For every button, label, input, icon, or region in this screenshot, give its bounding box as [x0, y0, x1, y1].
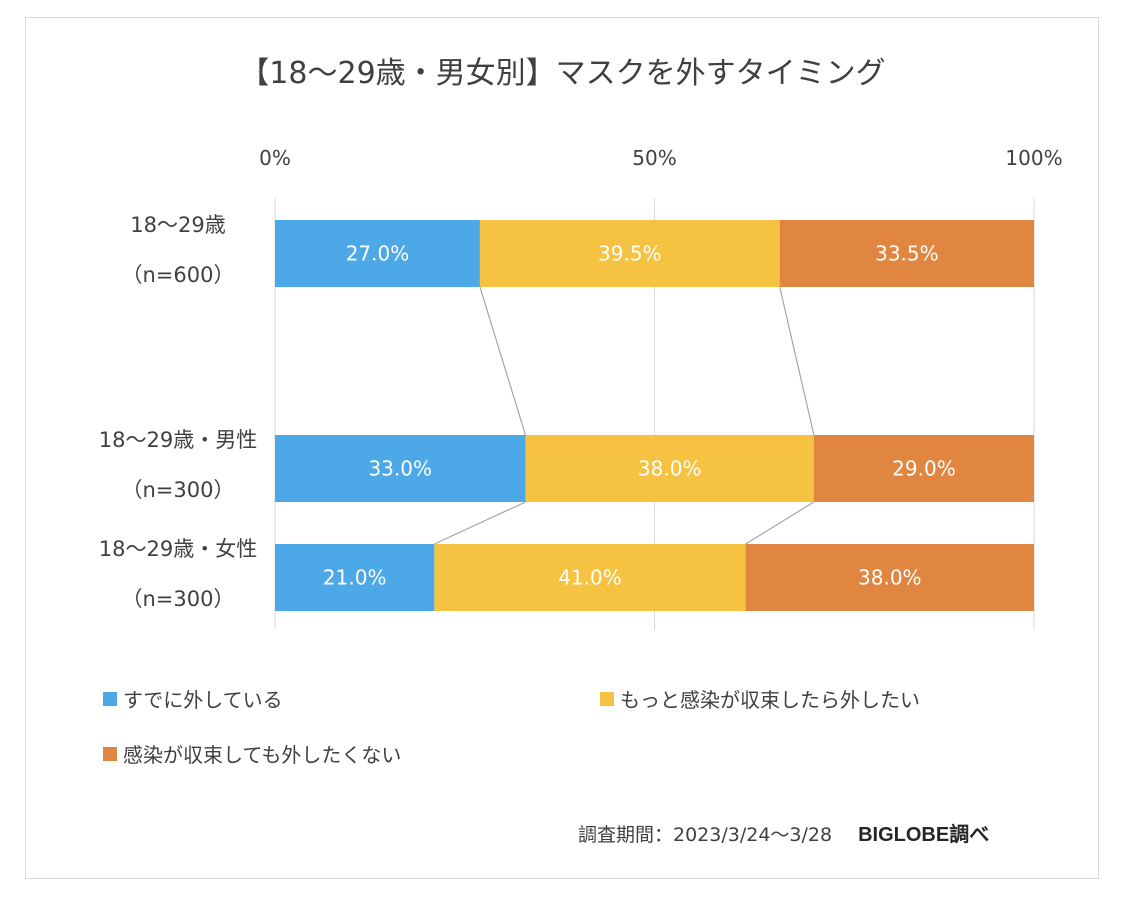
bar-segment: [813, 435, 1034, 502]
bar-segment: [779, 220, 1034, 287]
bar-segment: [525, 435, 814, 502]
legend-item-series2: もっと感染が収束したら外したい: [600, 684, 920, 713]
category-label: 18～29歳・女性: [99, 537, 257, 561]
series-connector: [745, 501, 815, 545]
category-label: 18～29歳・男性: [99, 428, 257, 452]
bar-segment: [434, 544, 746, 611]
bar-segment: [275, 435, 526, 502]
data-label: 27.0%: [346, 242, 410, 266]
source-credit: BIGLOBE調べ: [858, 824, 990, 846]
legend-swatch-series1: [103, 691, 117, 706]
data-label: 38.0%: [858, 566, 922, 590]
data-label: 38.0%: [638, 457, 702, 481]
series-connector: [779, 286, 815, 436]
bar-segment: [275, 544, 435, 611]
data-label: 41.0%: [558, 566, 622, 590]
data-label: 21.0%: [323, 566, 387, 590]
legend-label-series3: 感染が収束しても外したくない: [123, 743, 402, 767]
legend-item-series3: 感染が収束しても外したくない: [103, 739, 401, 768]
legend-item-series1: すでに外している: [103, 684, 283, 713]
bar-segment: [275, 220, 480, 287]
data-label: 29.0%: [892, 457, 956, 481]
survey-period: 調査期間：2023/3/24～3/28: [578, 824, 833, 846]
bar-segment: [479, 220, 780, 287]
data-label: 39.5%: [598, 242, 662, 266]
data-label: 33.0%: [368, 457, 432, 481]
x-tick-label: 100%: [1005, 146, 1062, 170]
legend-swatch-series2: [600, 691, 614, 706]
footer: 調査期間：2023/3/24～3/28 BIGLOBE調べ: [578, 818, 989, 847]
x-tick-label: 50%: [632, 146, 676, 170]
series-connector: [434, 501, 526, 545]
bar-segment: [745, 544, 1034, 611]
data-label: 33.5%: [875, 242, 939, 266]
category-sublabel: （n=300）: [122, 478, 235, 502]
legend-swatch-series3: [103, 746, 117, 761]
category-label: 18～29歳: [130, 213, 225, 237]
legend-label-series2: もっと感染が収束したら外したい: [620, 688, 920, 712]
x-tick-label: 0%: [259, 146, 291, 170]
series-connector: [479, 286, 527, 436]
chart-title: 【18～29歳・男女別】マスクを外すタイミング: [239, 56, 886, 91]
legend-label-series1: すでに外している: [123, 688, 283, 712]
category-sublabel: （n=600）: [122, 263, 235, 287]
category-sublabel: （n=300）: [122, 587, 235, 611]
